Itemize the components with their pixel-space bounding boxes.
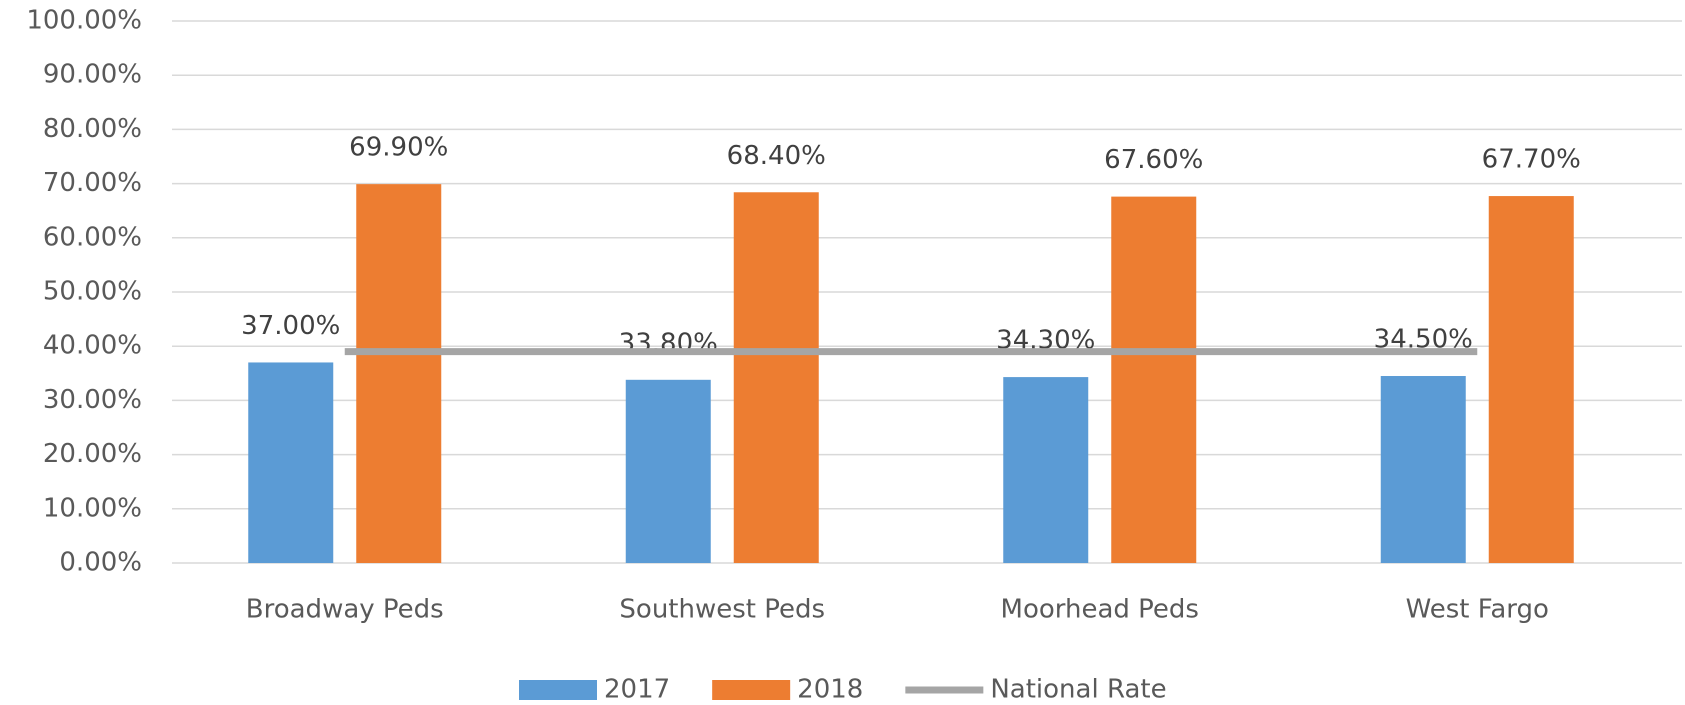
y-tick-label: 10.00% <box>43 493 142 523</box>
y-tick-label: 20.00% <box>43 439 142 469</box>
x-tick-label: Southwest Peds <box>619 595 825 625</box>
y-tick-label: 0.00% <box>59 548 142 578</box>
y-tick-label: 70.00% <box>43 168 142 198</box>
bar <box>625 379 711 563</box>
bar <box>248 362 334 563</box>
y-tick-label: 100.00% <box>26 6 142 36</box>
x-tick-label: Broadway Peds <box>246 595 444 625</box>
data-label: 67.60% <box>1104 145 1203 175</box>
legend-label: 2018 <box>797 675 863 705</box>
data-label: 68.40% <box>727 141 826 171</box>
y-tick-label: 50.00% <box>43 277 142 307</box>
legend-swatch <box>519 680 597 700</box>
bar <box>1488 196 1574 564</box>
bar <box>733 192 819 563</box>
y-tick-label: 80.00% <box>43 114 142 144</box>
data-label: 69.90% <box>349 133 448 163</box>
legend-label: 2017 <box>604 675 670 705</box>
legend-swatch <box>712 680 791 700</box>
bar <box>1003 377 1089 563</box>
x-tick-label: Moorhead Peds <box>1001 595 1199 625</box>
data-label: 37.00% <box>241 311 340 341</box>
y-tick-label: 90.00% <box>43 60 142 90</box>
bar <box>356 184 442 563</box>
x-tick-label: West Fargo <box>1406 595 1549 625</box>
bar <box>1380 376 1466 563</box>
y-tick-label: 30.00% <box>43 385 142 415</box>
y-tick-label: 60.00% <box>43 222 142 252</box>
data-label: 67.70% <box>1482 145 1581 175</box>
y-tick-label: 40.00% <box>43 331 142 361</box>
legend-label: National Rate <box>990 675 1166 705</box>
bar <box>1111 196 1197 563</box>
